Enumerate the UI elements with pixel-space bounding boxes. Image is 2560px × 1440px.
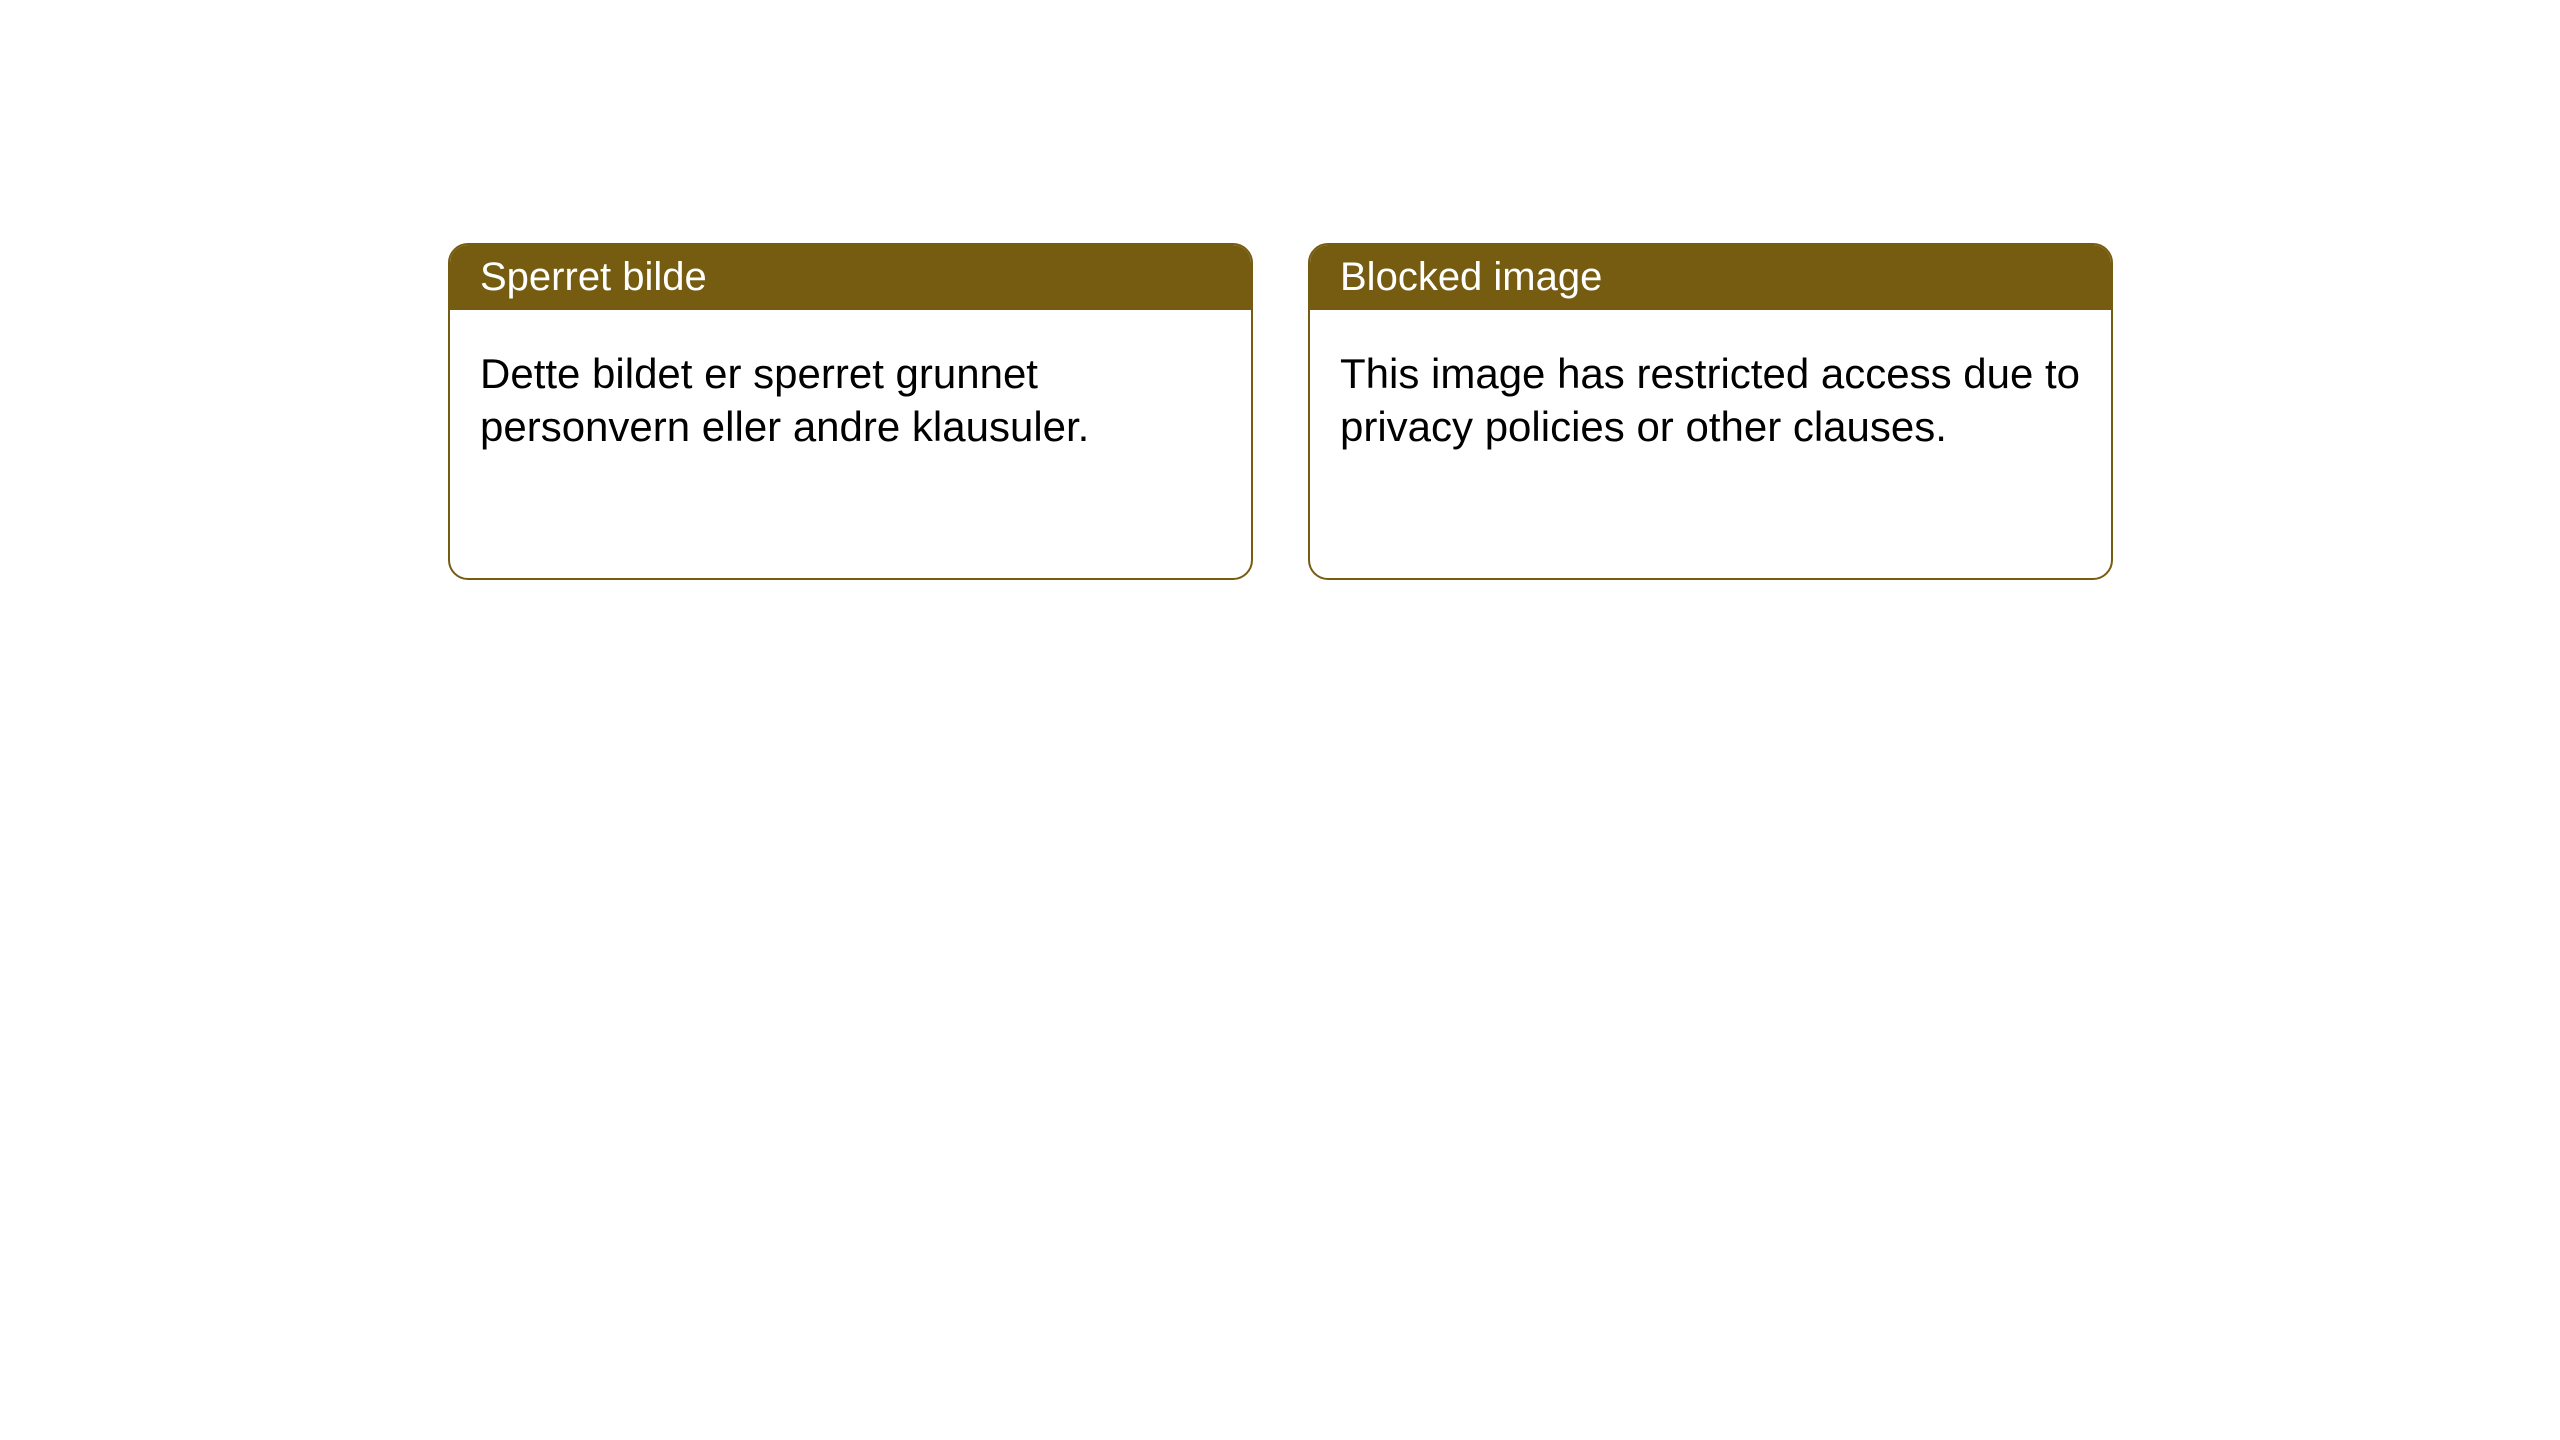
notice-container: Sperret bilde Dette bildet er sperret gr… bbox=[0, 0, 2560, 580]
card-body: Dette bildet er sperret grunnet personve… bbox=[450, 310, 1251, 491]
card-title: Blocked image bbox=[1310, 245, 2111, 310]
notice-card-english: Blocked image This image has restricted … bbox=[1308, 243, 2113, 580]
card-body: This image has restricted access due to … bbox=[1310, 310, 2111, 491]
card-title: Sperret bilde bbox=[450, 245, 1251, 310]
notice-card-norwegian: Sperret bilde Dette bildet er sperret gr… bbox=[448, 243, 1253, 580]
